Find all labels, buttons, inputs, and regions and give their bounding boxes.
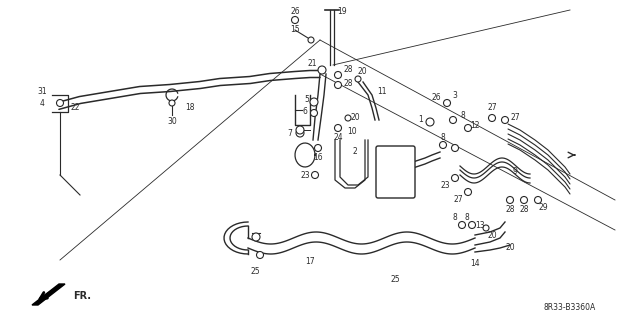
Text: 8: 8 — [452, 213, 458, 222]
Circle shape — [444, 100, 451, 107]
Circle shape — [335, 71, 342, 78]
Circle shape — [458, 221, 465, 228]
Circle shape — [520, 197, 527, 204]
Text: 12: 12 — [470, 121, 480, 130]
Circle shape — [318, 66, 326, 74]
Circle shape — [335, 81, 342, 88]
Text: 28: 28 — [505, 205, 515, 214]
Text: 28: 28 — [343, 65, 353, 75]
Circle shape — [440, 142, 447, 149]
Circle shape — [502, 116, 509, 123]
Circle shape — [449, 116, 456, 123]
Circle shape — [534, 197, 541, 204]
Circle shape — [56, 100, 63, 107]
Circle shape — [451, 174, 458, 182]
Circle shape — [468, 221, 476, 228]
Text: 27: 27 — [453, 196, 463, 204]
Circle shape — [296, 126, 304, 134]
Text: 23: 23 — [440, 181, 450, 189]
Text: 26: 26 — [290, 8, 300, 17]
Circle shape — [488, 115, 495, 122]
Circle shape — [465, 124, 472, 131]
Text: 21: 21 — [307, 58, 317, 68]
Circle shape — [314, 145, 321, 152]
Text: 20: 20 — [505, 243, 515, 253]
Circle shape — [426, 118, 434, 126]
Text: 24: 24 — [333, 133, 343, 143]
Circle shape — [252, 233, 260, 241]
Text: 20: 20 — [350, 114, 360, 122]
Text: 14: 14 — [470, 258, 480, 268]
Text: 9: 9 — [513, 167, 517, 176]
Circle shape — [310, 98, 318, 106]
Text: 30: 30 — [167, 117, 177, 127]
Text: 28: 28 — [343, 78, 353, 87]
Circle shape — [345, 115, 351, 121]
Text: 16: 16 — [313, 153, 323, 162]
Text: 1: 1 — [419, 115, 424, 124]
Text: 26: 26 — [431, 93, 441, 101]
Text: 10: 10 — [347, 128, 357, 137]
Circle shape — [296, 129, 304, 137]
Text: 20: 20 — [357, 68, 367, 77]
Text: 17: 17 — [305, 257, 315, 266]
Text: 27: 27 — [510, 114, 520, 122]
Text: 31: 31 — [37, 86, 47, 95]
Text: 4: 4 — [40, 99, 44, 108]
Circle shape — [308, 37, 314, 43]
Text: 8: 8 — [440, 133, 445, 143]
Circle shape — [335, 124, 342, 131]
Text: 2: 2 — [353, 147, 357, 157]
Text: 29: 29 — [538, 204, 548, 212]
Circle shape — [465, 189, 472, 196]
Text: 18: 18 — [185, 103, 195, 113]
Text: 25: 25 — [250, 268, 260, 277]
Text: 15: 15 — [290, 26, 300, 34]
Polygon shape — [32, 284, 65, 305]
Circle shape — [291, 17, 298, 24]
Text: 8R33-B3360A: 8R33-B3360A — [544, 303, 596, 313]
Text: 6: 6 — [303, 107, 307, 115]
Text: 19: 19 — [337, 8, 347, 17]
Circle shape — [312, 172, 319, 179]
Text: 27: 27 — [487, 103, 497, 113]
Circle shape — [257, 251, 264, 258]
Circle shape — [355, 76, 361, 82]
Circle shape — [310, 109, 317, 116]
Text: 8: 8 — [465, 213, 469, 222]
Text: 11: 11 — [377, 87, 387, 97]
Text: 23: 23 — [300, 170, 310, 180]
Text: 28: 28 — [519, 205, 529, 214]
Circle shape — [451, 145, 458, 152]
Text: 22: 22 — [70, 102, 80, 112]
Text: 7: 7 — [287, 129, 292, 137]
Text: 8: 8 — [461, 110, 465, 120]
Circle shape — [506, 197, 513, 204]
Text: FR.: FR. — [73, 291, 91, 301]
Text: 25: 25 — [390, 276, 400, 285]
Text: 3: 3 — [452, 91, 458, 100]
Text: 13: 13 — [475, 220, 485, 229]
FancyBboxPatch shape — [376, 146, 415, 198]
Text: 20: 20 — [487, 231, 497, 240]
Circle shape — [483, 225, 489, 231]
Text: 5: 5 — [305, 94, 309, 103]
Circle shape — [169, 100, 175, 106]
